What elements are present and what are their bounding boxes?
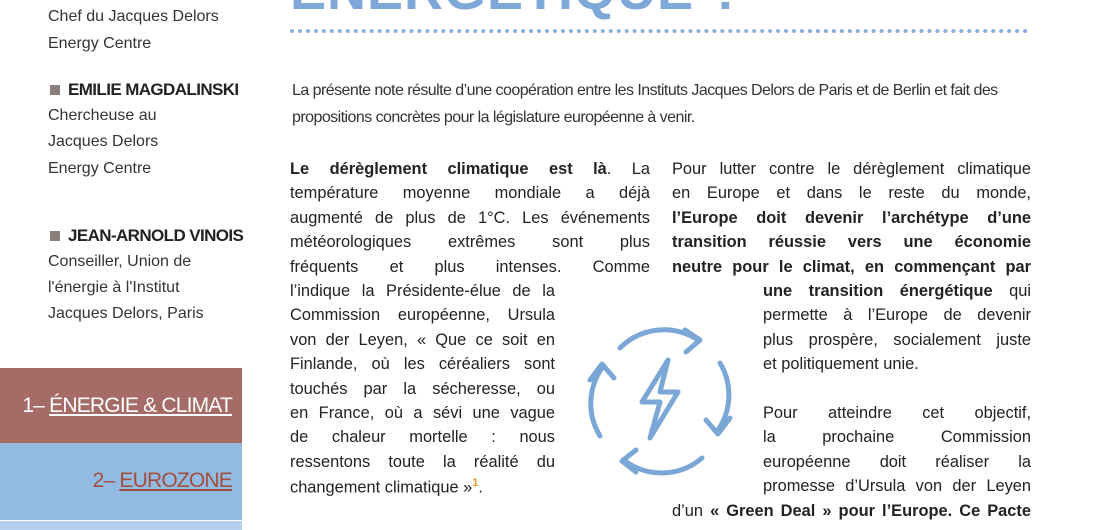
text-run: changement climatique » — [290, 478, 473, 497]
text-line: Commission européenne, Ursula — [290, 306, 555, 328]
text-run: Pour atteindre cet objectif, — [763, 404, 1031, 422]
text-run: en Europe et dans le reste du monde, — [672, 184, 1031, 203]
intro-line: propositions concrètes pour la législatu… — [292, 109, 695, 126]
text-run: Commission européenne, Ursula — [290, 306, 555, 325]
text-run: promesse d’Ursula von der Leyen — [763, 477, 1031, 496]
nav-number: 1– — [22, 394, 45, 417]
text-run: la prochaine Commission — [763, 428, 1031, 447]
text-run: ressentons toute la réalité du — [290, 452, 555, 471]
text-line: von der Leyen, « Que ce soit en — [290, 331, 555, 353]
nav-number: 2– — [92, 469, 116, 492]
text-run: augmenté de plus de 1°C. Les événements — [290, 208, 650, 227]
text-run: plus prospère, socialement juste — [763, 330, 1031, 349]
author-name: JEAN-ARNOLD VINOIS — [50, 226, 244, 246]
text-line: Finlande, où les céréaliers sont — [290, 355, 555, 377]
text-line: la prochaine Commission — [763, 428, 1031, 450]
text-run: européenne doit réaliser la — [763, 452, 1031, 471]
author-role: l'énergie à l'Institut — [48, 279, 180, 296]
author-name: EMILIE MAGDALINSKI — [50, 80, 239, 100]
text-line: augmenté de plus de 1°C. Les événements — [290, 209, 650, 231]
text-run: . — [478, 478, 483, 497]
text-line: Pour lutter contre le dérèglement climat… — [672, 160, 1031, 182]
title-rule — [290, 29, 1028, 33]
text-run: Le dérèglement climatique est là — [290, 160, 607, 178]
author-role: Energy Centre — [48, 35, 152, 52]
text-line: fréquents et plus intenses. Comme — [290, 258, 650, 280]
intro-line: La présente note résulte d’une coopérati… — [292, 82, 998, 99]
text-run: en France, où a sévi une vague — [290, 404, 555, 422]
text-line: température moyenne mondiale a déjà — [290, 184, 650, 206]
author-role: Energy Centre — [48, 160, 152, 177]
text-line: plus prospère, socialement juste — [763, 331, 1031, 353]
text-line: en Europe et dans le reste du monde, — [672, 184, 1031, 206]
text-run: Pour lutter contre le dérèglement climat… — [672, 160, 1031, 178]
text-line: l’Europe doit devenir l’archétype d’une — [672, 209, 1031, 231]
text-run: météorologiques extrêmes sont plus — [290, 233, 650, 252]
text-run: neutre pour le climat, en commençant par — [672, 257, 1031, 276]
text-run: touchés par la sécheresse, ou — [290, 379, 555, 398]
text-run: l’Europe doit devenir l’archétype d’une — [672, 208, 1031, 227]
text-line: une transition énergétique qui — [763, 282, 1031, 304]
text-line: et politiquement unie. — [763, 355, 1031, 374]
author-role: Jacques Delors — [48, 133, 159, 150]
text-line: d’un « Green Deal » pour l’Europe. Ce Pa… — [672, 502, 1031, 524]
text-run: de chaleur mortelle : nous — [290, 428, 555, 447]
text-run: l’indique la Présidente-élue de la — [290, 282, 555, 300]
text-line: transition réussie vers une économie — [672, 233, 1031, 255]
text-run: von der Leyen, « Que ce soit en — [290, 330, 555, 349]
text-run: Finlande, où les céréaliers sont — [290, 355, 555, 374]
author-role: Jacques Delors, Paris — [48, 305, 204, 322]
author-name-text: JEAN-ARNOLD VINOIS — [68, 226, 244, 245]
energy-icon — [587, 327, 733, 476]
text-run: d’un — [672, 501, 711, 520]
author-role: Chef du Jacques Delors — [48, 8, 219, 25]
nav-item[interactable]: 2– EUROZONE — [0, 443, 242, 520]
text-run: fréquents et plus intenses. Comme — [290, 257, 650, 276]
text-line: en France, où a sévi une vague — [290, 404, 555, 426]
nav-label[interactable]: EUROZONE — [119, 469, 232, 492]
text-line: touchés par la sécheresse, ou — [290, 380, 555, 402]
text-line: européenne doit réaliser la — [763, 453, 1031, 475]
text-line: météorologiques extrêmes sont plus — [290, 233, 650, 255]
text-run: « Green Deal » pour l’Europe. Ce Pacte — [710, 501, 1031, 520]
text-run: transition réussie vers une économie — [672, 233, 1031, 252]
text-line: changement climatique »1. — [290, 477, 555, 497]
text-line: ressentons toute la réalité du — [290, 453, 555, 475]
text-run: . La — [606, 160, 650, 178]
nav-item[interactable]: 1– ÉNERGIE & CLIMAT — [0, 368, 242, 443]
nav-item[interactable] — [0, 521, 242, 530]
text-line: permette à l’Europe de devenir — [763, 306, 1031, 328]
text-line: promesse d’Ursula von der Leyen — [763, 477, 1031, 499]
text-run: qui — [992, 282, 1031, 300]
text-run: une transition énergétique — [763, 282, 993, 300]
author-role: Chercheuse au — [48, 107, 157, 124]
nav-label[interactable]: ÉNERGIE & CLIMAT — [49, 394, 233, 417]
text-line: Le dérèglement climatique est là. La — [290, 160, 650, 182]
text-run: et politiquement unie. — [763, 355, 919, 374]
text-line: l’indique la Présidente-élue de la — [290, 282, 555, 304]
text-run: permette à l’Europe de devenir — [763, 306, 1031, 325]
text-line: neutre pour le climat, en commençant par — [672, 258, 1031, 280]
author-role: Conseiller, Union de — [48, 253, 192, 270]
author-name-text: EMILIE MAGDALINSKI — [68, 80, 239, 99]
text-line: de chaleur mortelle : nous — [290, 428, 555, 450]
footnote-ref[interactable]: 1 — [472, 477, 479, 490]
page-title: ÉNERGÉTIQUE ? — [290, 0, 744, 22]
text-line: Pour atteindre cet objectif, — [763, 404, 1031, 426]
text-run: température moyenne mondiale a déjà — [290, 184, 650, 203]
